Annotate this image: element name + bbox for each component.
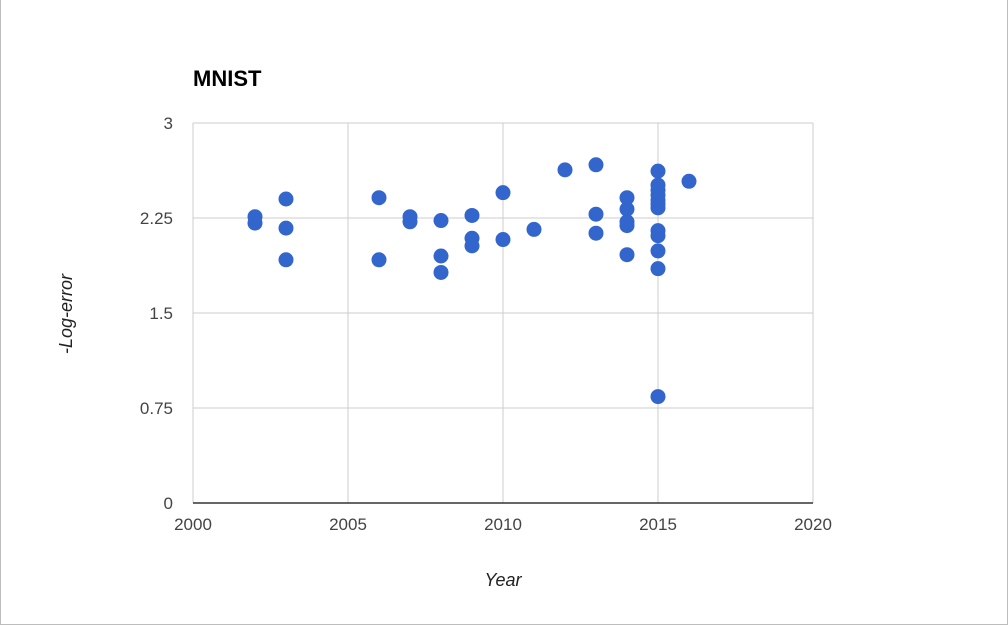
x-tick-label: 2000 [174,515,212,534]
x-tick-label: 2005 [329,515,367,534]
data-point [464,238,480,254]
data-point [650,200,666,216]
data-point [433,264,449,280]
data-point [371,252,387,268]
x-tick-labels: 2000 2005 2010 2015 2020 [174,515,832,534]
data-point [433,248,449,264]
data-point [619,218,635,234]
gridlines [193,122,814,503]
data-point [619,201,635,217]
data-point [464,207,480,223]
data-point [650,228,666,244]
data-point [402,214,418,230]
y-axis-label: -Log-error [56,273,76,354]
y-tick-label: 0.75 [140,399,173,418]
data-point [650,243,666,259]
x-tick-label: 2020 [794,515,832,534]
data-point [278,220,294,236]
data-point [278,191,294,207]
x-tick-label: 2015 [639,515,677,534]
data-point [588,225,604,241]
axes [192,123,813,504]
y-tick-label: 2.25 [140,209,173,228]
data-point [619,190,635,206]
data-point [588,157,604,173]
y-tick-label: 0 [164,494,173,513]
data-point [588,206,604,222]
data-point [247,215,263,231]
data-point [495,185,511,201]
data-point [650,261,666,277]
data-point [278,252,294,268]
data-point [681,173,697,189]
x-axis-label: Year [484,570,522,590]
data-point [650,163,666,179]
data-point [495,232,511,248]
data-point [433,213,449,229]
data-point [557,162,573,178]
data-point [526,221,542,237]
y-tick-label: 1.5 [149,304,173,323]
data-point [371,190,387,206]
data-points [247,157,697,405]
chart-title: MNIST [193,66,262,91]
y-tick-label: 3 [164,114,173,133]
data-point [650,389,666,405]
data-point [619,247,635,263]
y-tick-labels: 0 0.75 1.5 2.25 3 [140,114,173,513]
x-tick-label: 2010 [484,515,522,534]
